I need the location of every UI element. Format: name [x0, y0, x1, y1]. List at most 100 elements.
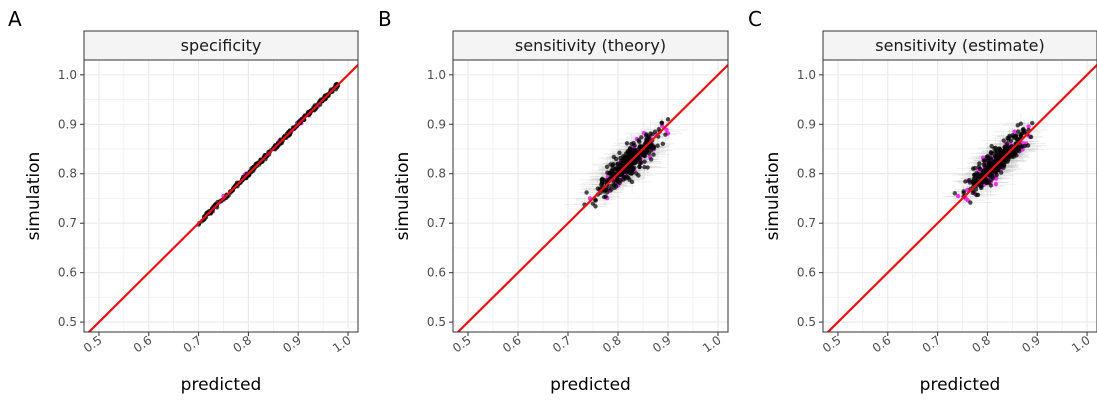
data-point — [665, 117, 671, 122]
data-point — [1017, 149, 1022, 154]
y-tick-label: 0.8 — [797, 167, 816, 181]
strip-title: sensitivity (theory) — [515, 36, 666, 55]
data-point — [627, 146, 633, 152]
y-tick-label: 0.5 — [427, 315, 446, 329]
x-tick-label: 0.6 — [870, 333, 894, 355]
y-axis-title: simulation — [393, 152, 413, 241]
data-point — [971, 189, 976, 194]
x-tick-label: 0.9 — [650, 333, 674, 355]
x-tick-label: 0.8 — [969, 333, 993, 355]
data-point — [633, 148, 638, 153]
data-point-highlight — [993, 181, 999, 187]
data-point-highlight — [955, 193, 961, 199]
data-point — [952, 191, 958, 196]
reference-line — [87, 63, 358, 332]
data-point — [630, 170, 635, 176]
x-tick-label: 0.8 — [600, 333, 624, 355]
data-point — [601, 189, 607, 194]
x-tick-label: 0.7 — [550, 333, 574, 355]
data-point — [987, 162, 992, 167]
y-tick-label: 1.0 — [58, 68, 77, 82]
data-point — [617, 150, 622, 156]
y-tick-label: 1.0 — [427, 68, 446, 82]
data-point — [663, 132, 668, 137]
data-point — [610, 163, 615, 168]
x-tick-label: 0.5 — [820, 333, 844, 355]
data-point — [963, 179, 968, 184]
x-axis-title: predicted — [550, 375, 631, 395]
plot-area — [823, 60, 1097, 332]
y-tick-label: 0.5 — [797, 315, 816, 329]
data-point — [637, 143, 643, 149]
data-point — [1006, 155, 1011, 160]
data-point — [638, 160, 644, 165]
x-tick-label: 1.0 — [700, 333, 724, 355]
x-tick-label: 1.0 — [1069, 333, 1093, 355]
x-tick-label: 1.0 — [330, 333, 354, 355]
strip-header — [83, 30, 359, 61]
panel-border — [452, 59, 729, 333]
data-point — [988, 178, 993, 183]
y-tick-label: 0.9 — [427, 117, 446, 131]
data-point — [975, 192, 981, 198]
data-point — [998, 170, 1004, 175]
data-point — [977, 161, 982, 166]
data-point — [646, 151, 652, 156]
plot-area — [84, 60, 358, 332]
y-tick-label: 0.7 — [797, 216, 816, 230]
data-point — [1007, 133, 1012, 138]
data-point — [608, 187, 614, 192]
data-point — [972, 165, 978, 171]
data-point — [645, 165, 650, 170]
data-point — [604, 164, 610, 170]
y-tick-label: 0.6 — [427, 266, 446, 280]
data-point — [1021, 126, 1026, 132]
data-point — [648, 144, 653, 149]
strip-header — [452, 30, 729, 61]
data-point — [1012, 148, 1017, 154]
y-tick-label: 1.0 — [797, 68, 816, 82]
data-point — [637, 164, 642, 170]
data-point — [1030, 120, 1035, 126]
data-point — [605, 170, 610, 175]
data-point-highlight — [965, 187, 970, 193]
reference-line — [456, 63, 728, 332]
data-point — [621, 177, 626, 182]
data-point — [584, 190, 589, 195]
data-point — [625, 150, 630, 155]
x-axis-title: predicted — [181, 375, 262, 395]
y-tick-label: 0.9 — [58, 117, 77, 131]
data-point — [648, 131, 653, 136]
data-point — [605, 190, 610, 195]
y-tick-label: 0.6 — [58, 266, 77, 280]
plot-background — [84, 60, 358, 332]
data-point — [642, 153, 648, 159]
panel-border — [83, 59, 359, 333]
data-point — [988, 151, 994, 156]
data-point — [997, 154, 1003, 160]
data-point — [655, 143, 660, 148]
data-point — [590, 201, 596, 206]
data-point — [642, 159, 647, 164]
y-tick-label: 0.8 — [427, 167, 446, 181]
data-point — [977, 166, 983, 172]
data-point — [1018, 132, 1023, 137]
panel-letter: B — [378, 7, 392, 31]
data-point — [968, 200, 973, 205]
data-point — [1028, 134, 1034, 140]
panel-letter: A — [8, 7, 22, 31]
data-point — [631, 140, 636, 146]
data-point — [1009, 154, 1015, 159]
data-point — [970, 180, 975, 185]
data-point — [644, 132, 649, 137]
data-point — [988, 183, 994, 188]
x-axis-title: predicted — [920, 375, 1001, 395]
data-point — [1004, 141, 1010, 146]
data-point — [618, 155, 623, 161]
data-point — [636, 173, 641, 178]
panel-letter: C — [748, 7, 762, 31]
